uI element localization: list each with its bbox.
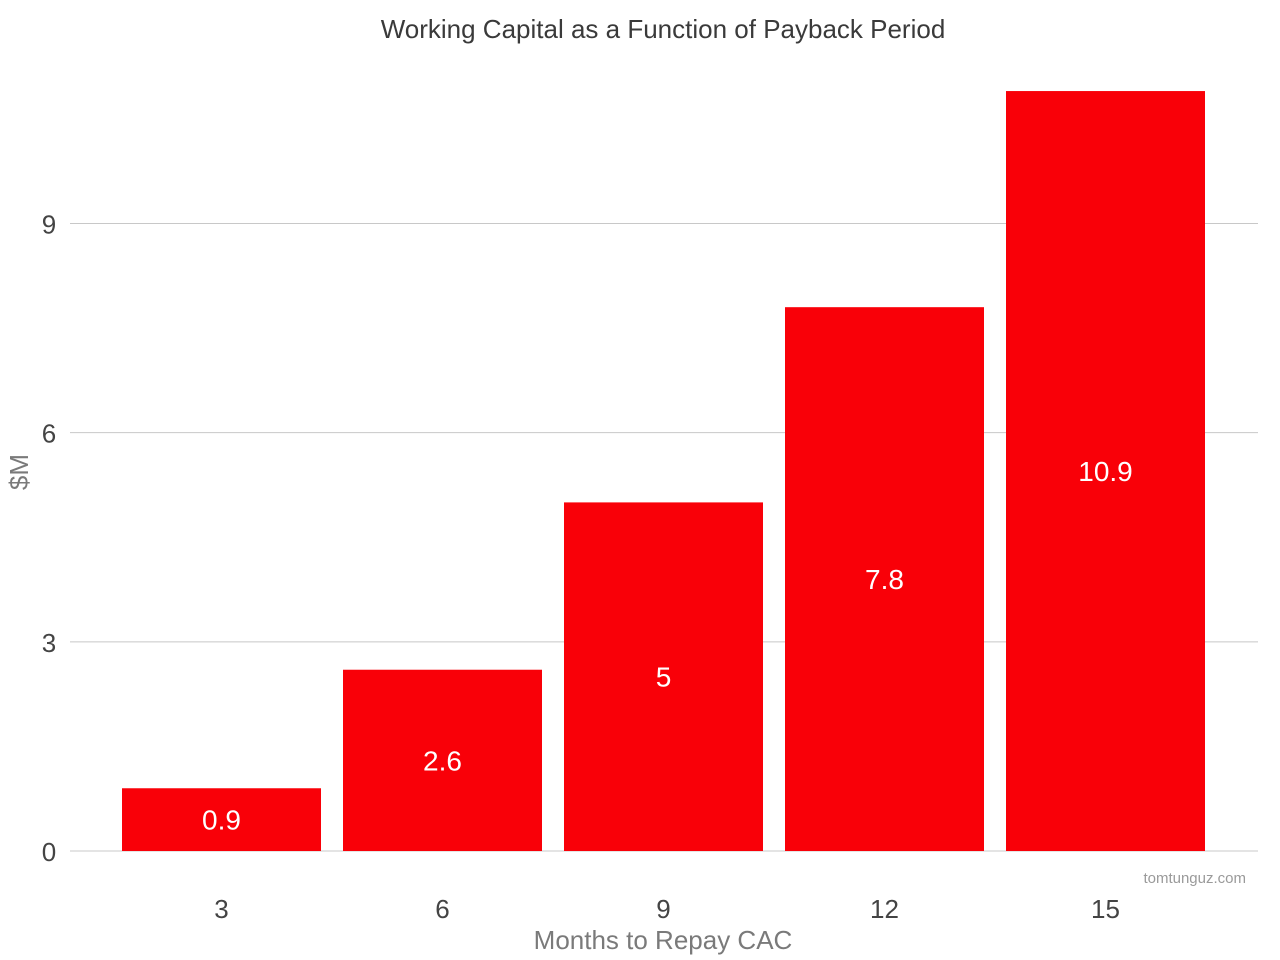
bar-value-label: 10.9 (1078, 456, 1133, 487)
bar (122, 788, 321, 851)
x-tick-label: 3 (214, 894, 228, 924)
y-axis-ticks: 0 3 6 9 (42, 210, 56, 867)
y-tick-label: 3 (42, 628, 56, 658)
y-tick-label: 9 (42, 210, 56, 240)
bar-value-label: 5 (656, 662, 672, 693)
x-axis-label: Months to Repay CAC (534, 925, 793, 955)
x-tick-label: 9 (656, 894, 670, 924)
chart-title: Working Capital as a Function of Payback… (381, 14, 946, 44)
x-tick-label: 15 (1091, 894, 1120, 924)
bar-value-label: 0.9 (202, 805, 241, 836)
watermark-text: tomtunguz.com (1143, 870, 1246, 887)
x-axis-ticks: 3 6 9 12 15 (214, 894, 1120, 924)
bar (564, 502, 763, 851)
y-tick-label: 0 (42, 837, 56, 867)
bar-value-label: 7.8 (865, 564, 904, 595)
bar (343, 669, 542, 851)
bars: 0.9 2.6 5 7.8 10.9 (122, 91, 1205, 852)
y-axis-label: $M (4, 454, 34, 490)
bar (785, 307, 984, 852)
x-tick-label: 6 (435, 894, 449, 924)
y-tick-label: 6 (42, 419, 56, 449)
x-tick-label: 12 (870, 894, 899, 924)
bar-value-label: 2.6 (423, 745, 462, 776)
bar (1006, 91, 1205, 851)
